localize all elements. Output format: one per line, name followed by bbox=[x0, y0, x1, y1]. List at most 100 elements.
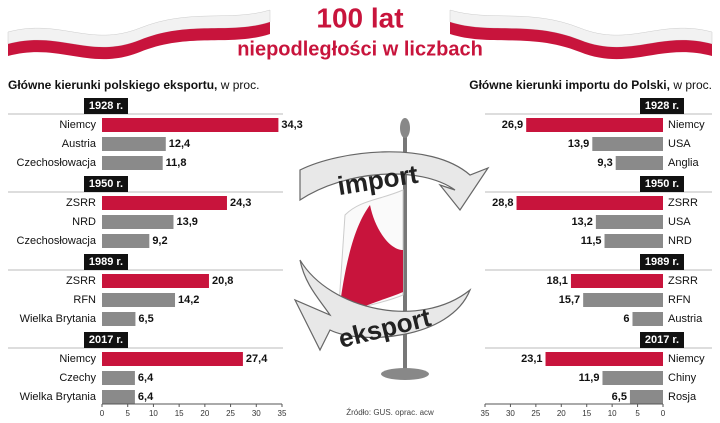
x-tick-label: 10 bbox=[608, 409, 617, 418]
chart-title-note: w proc. bbox=[220, 78, 260, 92]
value-label: 9,2 bbox=[152, 235, 167, 247]
x-tick-label: 0 bbox=[100, 409, 105, 418]
value-label: 6,5 bbox=[138, 313, 153, 325]
x-tick-label: 25 bbox=[226, 409, 235, 418]
x-tick-label: 20 bbox=[200, 409, 209, 418]
bar bbox=[102, 293, 176, 307]
category-label: Anglia bbox=[668, 157, 699, 169]
value-label: 15,7 bbox=[559, 294, 580, 306]
bar bbox=[604, 234, 663, 248]
bar bbox=[570, 274, 663, 288]
x-tick-label: 5 bbox=[125, 409, 130, 418]
value-label: 11,9 bbox=[579, 372, 600, 384]
bar bbox=[102, 118, 279, 132]
category-label: Czechy bbox=[59, 372, 96, 384]
year-label: 1989 r. bbox=[89, 256, 123, 268]
value-label: 6 bbox=[623, 313, 629, 325]
value-label: 13,9 bbox=[568, 138, 589, 150]
bar bbox=[592, 137, 663, 151]
value-label: 13,9 bbox=[176, 216, 197, 228]
category-label: Niemcy bbox=[668, 353, 705, 365]
value-label: 28,8 bbox=[492, 197, 513, 209]
value-label: 34,3 bbox=[281, 119, 302, 131]
x-tick-label: 10 bbox=[149, 409, 158, 418]
category-label: Niemcy bbox=[59, 119, 96, 131]
x-tick-label: 15 bbox=[175, 409, 184, 418]
bar bbox=[102, 215, 174, 229]
year-label: 1950 r. bbox=[645, 178, 679, 190]
category-label: ZSRR bbox=[66, 275, 96, 287]
right-banner bbox=[449, 9, 713, 60]
year-box bbox=[84, 176, 128, 192]
bar bbox=[102, 390, 135, 404]
bar bbox=[102, 234, 150, 248]
bar bbox=[595, 215, 663, 229]
category-label: USA bbox=[668, 138, 691, 150]
category-label: NRD bbox=[668, 235, 692, 247]
category-label: USA bbox=[668, 216, 691, 228]
category-label: ZSRR bbox=[668, 197, 698, 209]
bar bbox=[102, 371, 135, 385]
bar bbox=[632, 312, 663, 326]
category-label: Austria bbox=[668, 313, 703, 325]
bar bbox=[516, 196, 663, 210]
chart-title: Główne kierunki polskiego eksportu, w pr… bbox=[8, 78, 259, 92]
chart-title-note: w proc. bbox=[672, 78, 712, 92]
x-tick-label: 35 bbox=[481, 409, 490, 418]
bar bbox=[602, 371, 663, 385]
category-label: NRD bbox=[72, 216, 96, 228]
chart-title-main: Główne kierunki polskiego eksportu, bbox=[8, 78, 217, 92]
category-label: Rosja bbox=[668, 391, 697, 403]
value-label: 13,2 bbox=[571, 216, 592, 228]
bar bbox=[102, 312, 136, 326]
value-label: 6,5 bbox=[612, 391, 627, 403]
title: 100 lat bbox=[316, 2, 403, 33]
year-label: 1928 r. bbox=[89, 100, 123, 112]
category-label: Czechosłowacja bbox=[17, 235, 97, 247]
subtitle: niepodległości w liczbach bbox=[237, 38, 483, 60]
year-box bbox=[640, 176, 684, 192]
left-banner bbox=[7, 9, 271, 60]
year-label: 1928 r. bbox=[645, 100, 679, 112]
center-graphic: import eksport bbox=[293, 118, 490, 380]
category-label: Wielka Brytania bbox=[20, 313, 97, 325]
x-tick-label: 25 bbox=[531, 409, 540, 418]
year-box bbox=[640, 98, 684, 114]
bar bbox=[102, 137, 166, 151]
category-label: ZSRR bbox=[668, 275, 698, 287]
category-label: ZSRR bbox=[66, 197, 96, 209]
x-tick-label: 30 bbox=[252, 409, 261, 418]
value-label: 12,4 bbox=[169, 138, 191, 150]
value-label: 20,8 bbox=[212, 275, 233, 287]
value-label: 26,9 bbox=[502, 119, 523, 131]
category-label: Wielka Brytania bbox=[20, 391, 97, 403]
year-box bbox=[84, 98, 128, 114]
value-label: 11,5 bbox=[581, 235, 602, 247]
x-tick-label: 30 bbox=[506, 409, 515, 418]
year-box bbox=[640, 332, 684, 348]
bar bbox=[583, 293, 663, 307]
x-tick-label: 20 bbox=[557, 409, 566, 418]
category-label: Niemcy bbox=[59, 353, 96, 365]
bar bbox=[102, 156, 163, 170]
year-box bbox=[640, 254, 684, 270]
bar bbox=[526, 118, 663, 132]
x-tick-label: 35 bbox=[278, 409, 287, 418]
bar bbox=[629, 390, 663, 404]
value-label: 14,2 bbox=[178, 294, 199, 306]
category-label: RFN bbox=[668, 294, 691, 306]
value-label: 24,3 bbox=[230, 197, 251, 209]
value-label: 27,4 bbox=[246, 353, 268, 365]
value-label: 18,1 bbox=[547, 275, 568, 287]
category-label: Czechosłowacja bbox=[17, 157, 97, 169]
category-label: Austria bbox=[62, 138, 97, 150]
bar bbox=[102, 196, 227, 210]
year-label: 1989 r. bbox=[645, 256, 679, 268]
year-label: 2017 r. bbox=[89, 334, 123, 346]
year-box bbox=[84, 332, 128, 348]
value-label: 6,4 bbox=[138, 372, 154, 384]
value-label: 23,1 bbox=[521, 353, 542, 365]
value-label: 9,3 bbox=[597, 157, 612, 169]
bar bbox=[545, 352, 663, 366]
